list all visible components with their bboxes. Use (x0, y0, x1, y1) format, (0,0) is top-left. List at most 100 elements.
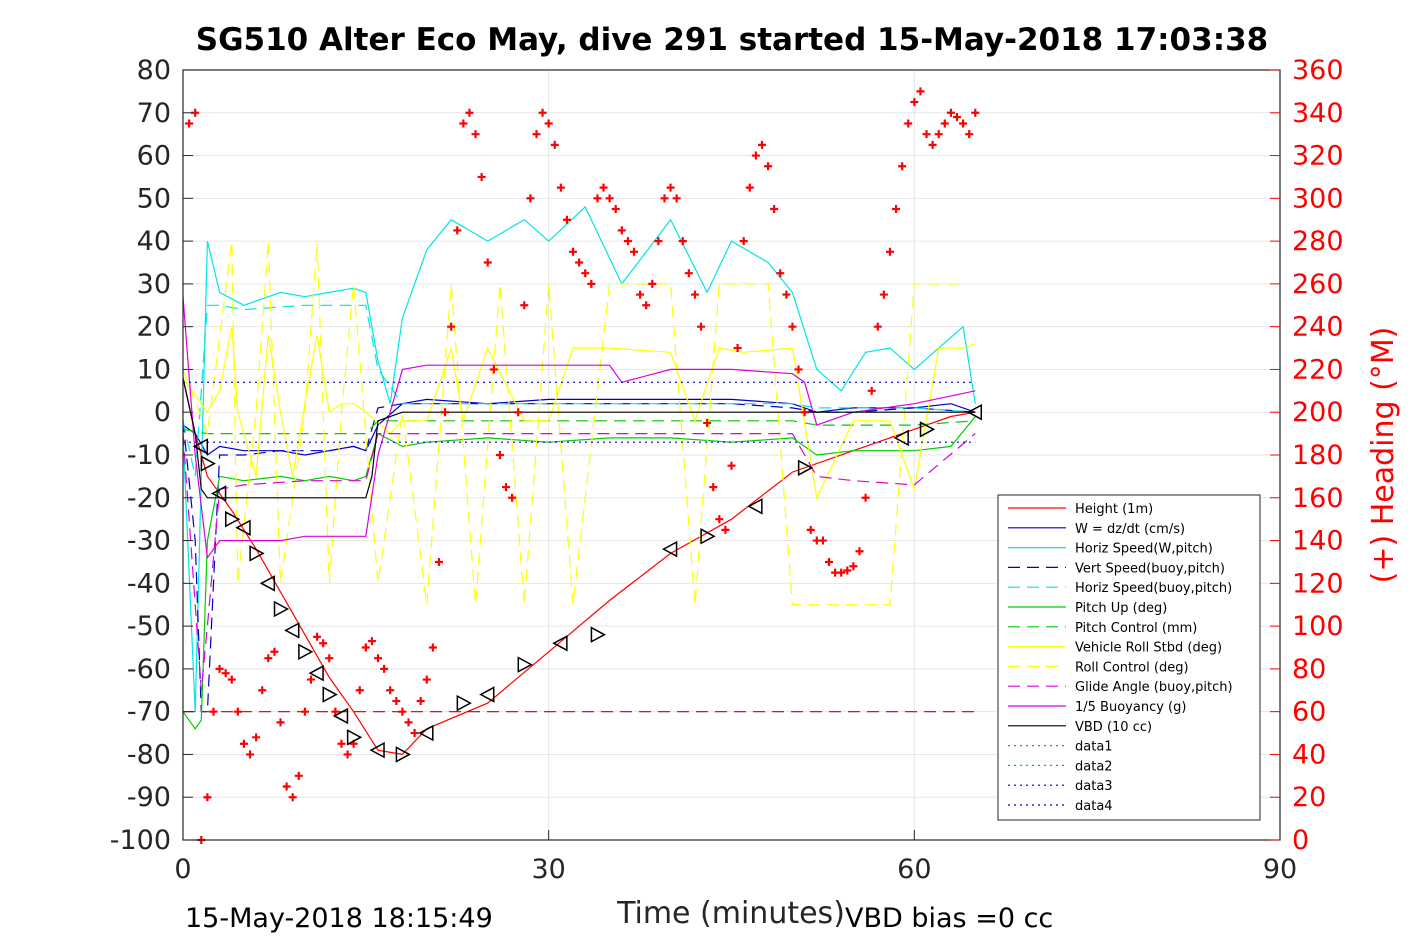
legend-entry: Roll Control (deg) (1075, 660, 1189, 675)
series-vert-speed-buoy-pitch- (182, 403, 976, 713)
y-tick-label: -30 (127, 526, 171, 557)
heading-point (818, 536, 827, 545)
heading-point (946, 108, 955, 117)
heading-point (306, 675, 315, 684)
heading-point (782, 290, 791, 299)
heading-point (709, 483, 718, 492)
heading-point (587, 279, 596, 288)
legend-entry: VBD (10 cc) (1075, 720, 1152, 735)
y2-tick-label: 320 (1292, 141, 1344, 172)
heading-point (892, 205, 901, 214)
legend-entry: data2 (1075, 759, 1113, 774)
heading-point (672, 194, 681, 203)
heading-point (934, 130, 943, 139)
y-tick-label: -40 (127, 568, 171, 599)
series-1-5-buoyancy-g- (182, 296, 976, 560)
heading-point (288, 793, 297, 802)
glider-marker (322, 686, 338, 703)
heading-point (940, 119, 949, 128)
heading-point (562, 215, 571, 224)
glider-marker (369, 741, 385, 759)
heading-point (629, 247, 638, 256)
y2-tick-label: 280 (1292, 226, 1344, 257)
y2-tick-label: 80 (1292, 654, 1326, 685)
legend-entry: Height (1m) (1075, 502, 1153, 517)
heading-point (532, 130, 541, 139)
x-axis-label: Time (minutes) (616, 896, 845, 931)
y2-tick-label: 60 (1292, 697, 1326, 728)
heading-point (483, 258, 492, 267)
glider-marker (298, 643, 314, 661)
heading-point (367, 637, 376, 646)
heading-point (258, 686, 267, 695)
heading-point (904, 119, 913, 128)
y-tick-label: 50 (137, 183, 171, 214)
heading-point (684, 269, 693, 278)
heading-point (221, 669, 230, 678)
y2-tick-label: 120 (1292, 568, 1344, 599)
glider-marker (225, 510, 241, 528)
glider-marker (456, 694, 472, 712)
legend-box (997, 494, 1261, 821)
heading-point (910, 98, 919, 107)
heading-point (660, 194, 669, 203)
heading-point (623, 237, 632, 246)
y-tick-label: 80 (137, 55, 171, 86)
heading-point (952, 113, 961, 122)
heading-point (386, 686, 395, 695)
heading-point (355, 686, 364, 695)
glider-marker (479, 686, 495, 703)
heading-point (441, 408, 450, 417)
heading-point (788, 322, 797, 331)
heading-point (319, 639, 328, 648)
y-tick-label: 30 (137, 269, 171, 300)
glider-marker (700, 528, 716, 545)
heading-point (776, 269, 785, 278)
glider-marker (308, 664, 324, 682)
heading-point (959, 119, 968, 128)
y2-tick-label: 220 (1292, 354, 1344, 385)
x-tick-label: 0 (174, 854, 191, 885)
heading-point (313, 632, 322, 641)
heading-point (885, 247, 894, 256)
heading-point (678, 237, 687, 246)
heading-point (648, 279, 657, 288)
heading-point (690, 290, 699, 299)
heading-point (739, 237, 748, 246)
footer-timestamp: 15-May-2018 18:15:49 (185, 903, 493, 934)
heading-point (459, 119, 468, 128)
glider-marker (590, 626, 607, 643)
heading-point (800, 408, 809, 417)
heading-point (502, 483, 511, 492)
glider-marker (552, 634, 568, 652)
heading-point (398, 707, 407, 716)
heading-point (556, 183, 565, 192)
legend-entry: Horiz Speed(buoy,pitch) (1075, 581, 1232, 596)
heading-point (434, 557, 443, 566)
glider-marker (517, 656, 533, 673)
glider-marker (346, 729, 363, 746)
glider-marker (210, 485, 227, 502)
heading-point (185, 119, 194, 128)
heading-point (514, 408, 523, 417)
heading-point (928, 140, 937, 149)
legend-entry: Pitch Control (mm) (1075, 621, 1197, 636)
y2-tick-label: 160 (1292, 483, 1344, 514)
y2-tick-label: 200 (1292, 397, 1344, 428)
y-tick-label: -100 (110, 825, 171, 856)
heading-point (465, 108, 474, 117)
glider-marker (273, 600, 290, 618)
series-roll-control-deg- (182, 241, 964, 606)
heading-point (581, 269, 590, 278)
heading-point (331, 707, 340, 716)
glider-marker (284, 622, 300, 639)
y-tick-label: -90 (127, 782, 171, 813)
heading-point (879, 290, 888, 299)
heading-point (233, 707, 242, 716)
heading-point (404, 718, 413, 727)
heading-point (849, 562, 858, 571)
y2-tick-label: 20 (1292, 782, 1326, 813)
heading-point (477, 172, 486, 181)
glider-marker (259, 575, 276, 592)
footer-vbd-bias: VBD bias =0 cc (845, 903, 1053, 934)
